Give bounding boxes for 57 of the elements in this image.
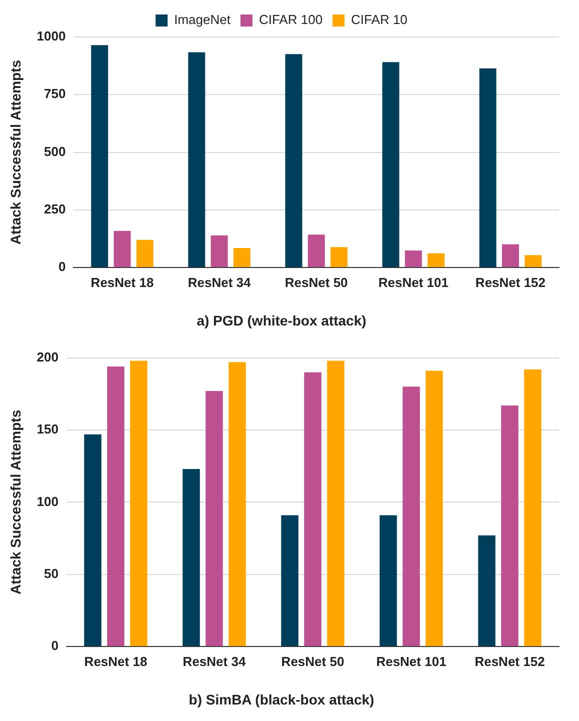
bar — [327, 360, 344, 646]
bar — [308, 234, 325, 268]
bar — [502, 244, 519, 268]
y-axis-title: Attack Successful Attempts — [7, 60, 24, 245]
bar — [114, 230, 131, 268]
y-tick-label: 50 — [44, 566, 58, 581]
bar — [84, 434, 102, 646]
bar — [404, 250, 422, 268]
x-tick-label: ResNet 50 — [284, 274, 348, 290]
y-axis-title: Attack Successful Attempts — [7, 410, 24, 595]
bar — [524, 369, 542, 646]
bar — [501, 405, 518, 646]
bar — [524, 255, 542, 268]
bar — [281, 515, 298, 646]
x-tick-label: ResNet 101 — [376, 654, 446, 669]
bar — [428, 253, 445, 268]
x-tick-label: ResNet 50 — [281, 654, 344, 669]
bar — [426, 370, 443, 646]
y-tick-label: 100 — [36, 494, 58, 509]
y-tick-label: 250 — [44, 202, 66, 217]
y-tick-label: 200 — [36, 349, 58, 364]
x-tick-label: ResNet 152 — [475, 274, 546, 290]
x-tick-label: ResNet 34 — [182, 654, 246, 669]
y-tick-label: 750 — [44, 86, 66, 102]
bar — [130, 360, 148, 646]
y-tick-label: 150 — [36, 422, 58, 437]
legend-label: CIFAR 10 — [351, 12, 408, 28]
x-tick-label: ResNet 34 — [188, 274, 252, 290]
x-tick-label: ResNet 18 — [90, 274, 154, 290]
bar — [233, 248, 250, 268]
bar — [285, 54, 302, 268]
bar — [107, 366, 124, 646]
bar — [479, 68, 496, 268]
bar — [330, 247, 348, 268]
bar — [304, 372, 322, 646]
legend-label: CIFAR 100 — [258, 12, 323, 28]
legend-label: ImageNet — [174, 12, 231, 28]
bar — [382, 62, 400, 268]
y-tick-label: 1000 — [36, 28, 66, 44]
bar — [188, 52, 206, 268]
bar — [478, 535, 496, 646]
y-tick-label: 500 — [44, 144, 66, 159]
x-tick-label: ResNet 18 — [84, 654, 148, 669]
y-tick-label: 0 — [51, 638, 58, 654]
bar — [210, 235, 228, 268]
bar — [380, 515, 397, 646]
text: a) PGD (white-box attack) — [196, 312, 366, 328]
bar — [206, 391, 223, 646]
bar — [228, 362, 246, 646]
bar — [402, 386, 420, 646]
x-tick-label: ResNet 101 — [378, 274, 448, 290]
bar — [91, 45, 108, 268]
text: b) SimBA (black-box attack) — [188, 691, 374, 708]
y-tick-label: 0 — [58, 259, 66, 274]
bar — [182, 468, 200, 646]
x-tick-label: ResNet 152 — [474, 654, 545, 669]
bar — [136, 240, 154, 268]
